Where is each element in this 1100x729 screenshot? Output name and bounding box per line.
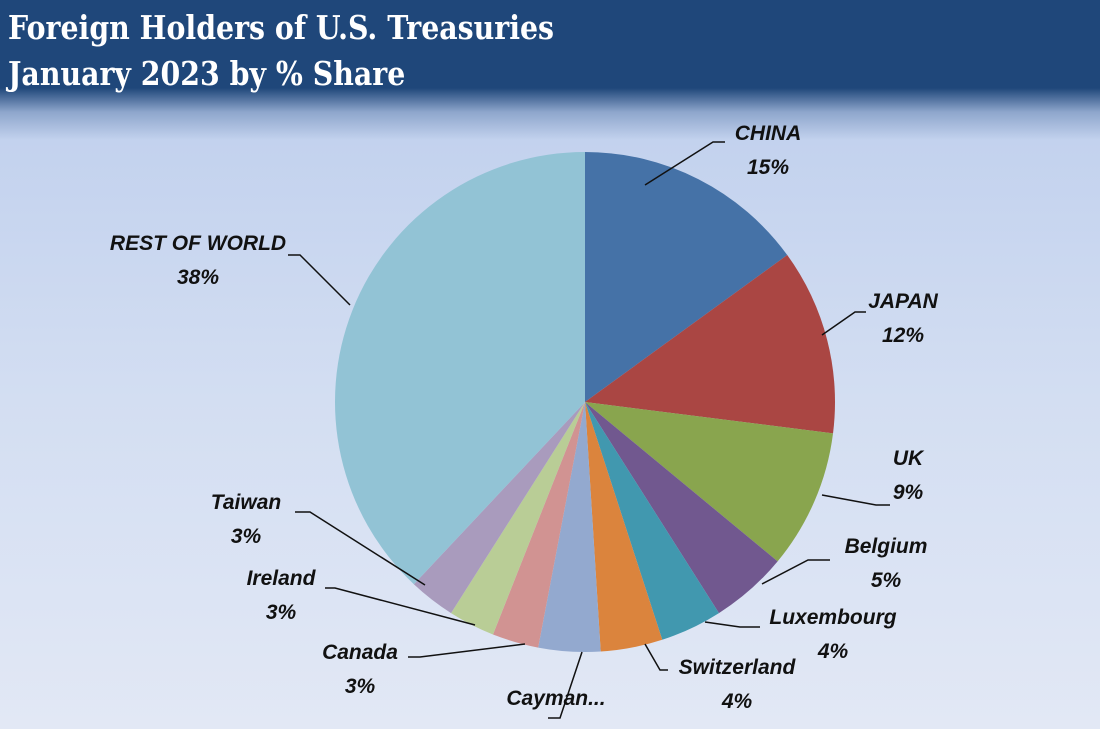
slice-value-label: 38% — [177, 266, 219, 289]
slice-value-label: 3% — [266, 601, 297, 624]
pie-slice-ireland — [451, 402, 585, 635]
slice-value-label: 15% — [747, 156, 789, 179]
slice-label: Taiwan — [211, 491, 281, 514]
leader-line — [325, 587, 476, 626]
pie-slice-rest-of-world — [335, 152, 585, 585]
pie-slice-switzerland — [585, 402, 663, 652]
leader-line — [408, 643, 526, 658]
leader-line — [821, 311, 866, 336]
pie-slice-china — [585, 152, 788, 402]
pie-slice-taiwan — [413, 402, 585, 614]
pie-slice-cayman — [538, 402, 601, 652]
chart-title-line-1: Foreign Holders of U.S. Treasuries — [8, 8, 555, 47]
chart-title-line-2: January 2023 by % Share — [8, 54, 406, 93]
slice-value-label: 3% — [345, 675, 376, 698]
leader-line — [644, 643, 668, 671]
slice-value-label: 3% — [231, 525, 262, 548]
slice-value-label: 4% — [817, 640, 849, 663]
leader-line — [288, 254, 351, 306]
slice-value-label: 4% — [721, 690, 753, 713]
slice-value-label: 5% — [871, 569, 902, 592]
leader-line — [821, 494, 890, 506]
pie-slice-canada — [492, 402, 585, 648]
pie-slice-uk — [585, 402, 834, 562]
leader-line — [548, 651, 583, 719]
slice-value-label: 9% — [893, 481, 924, 504]
slice-label: CHINA — [735, 122, 802, 145]
leader-line — [295, 511, 426, 586]
slice-label: JAPAN — [868, 290, 938, 313]
slice-label: Ireland — [247, 567, 317, 590]
slice-label: Switzerland — [679, 656, 797, 679]
pie-slice-belgium — [585, 402, 778, 614]
slice-label: REST OF WORLD — [110, 232, 286, 255]
pie-slice-japan — [585, 255, 836, 434]
slice-label: Cayman... — [506, 687, 605, 710]
leader-line — [761, 559, 830, 585]
slice-label: Canada — [322, 641, 398, 664]
slice-value-label: 12% — [882, 324, 924, 347]
slice-label: Luxembourg — [769, 606, 896, 629]
slice-label: Belgium — [845, 535, 928, 558]
leader-line — [644, 141, 725, 186]
leader-line — [704, 621, 760, 628]
slice-label: UK — [893, 447, 925, 470]
pie-slice-luxembourg — [585, 402, 719, 640]
